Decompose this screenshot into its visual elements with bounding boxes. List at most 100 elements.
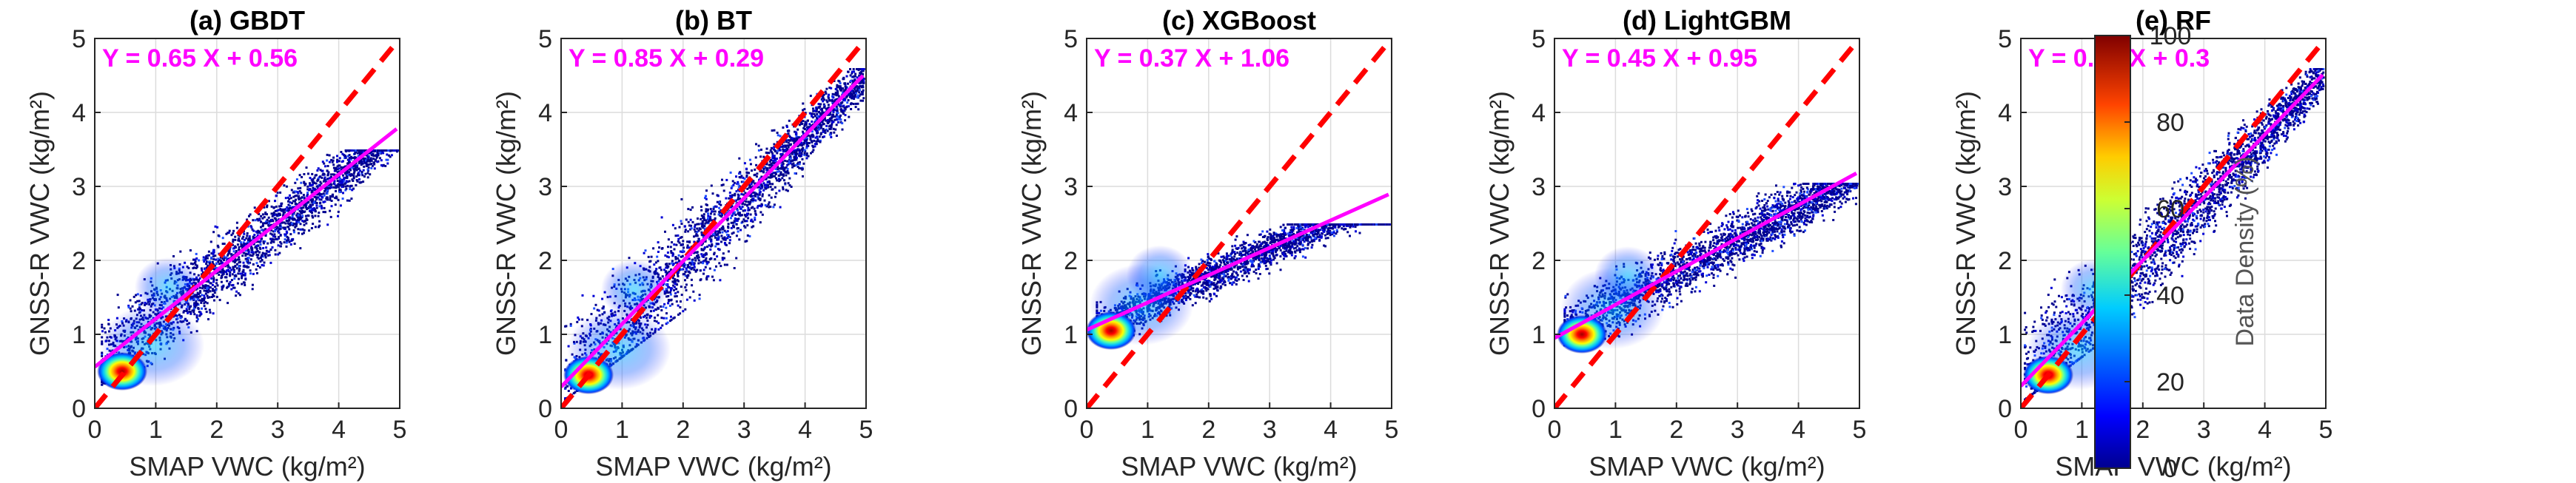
scatter-point <box>716 200 719 203</box>
scatter-point <box>369 159 372 162</box>
scatter-point <box>189 262 192 265</box>
scatter-point <box>682 273 685 276</box>
scatter-point <box>738 212 741 215</box>
scatter-point <box>793 140 796 143</box>
scatter-point <box>337 198 340 201</box>
scatter-point <box>673 243 676 246</box>
scatter-point <box>292 206 295 209</box>
scatter-point <box>395 149 398 152</box>
scatter-point <box>854 90 857 93</box>
scatter-point <box>200 267 203 270</box>
scatter-point <box>749 194 752 197</box>
scatter-point <box>129 299 132 302</box>
scatter-point <box>839 87 842 90</box>
scatter-point <box>687 264 690 266</box>
scatter-point <box>210 252 213 255</box>
scatter-point <box>332 195 335 198</box>
scatter-point <box>726 230 729 233</box>
scatter-point <box>816 117 819 120</box>
scatter-point <box>778 174 781 177</box>
scatter-point <box>674 280 677 283</box>
scatter-point <box>216 284 219 287</box>
scatter-point <box>357 167 360 170</box>
scatter-point <box>693 235 695 238</box>
scatter-point <box>289 233 292 236</box>
scatter-point <box>660 247 663 250</box>
scatter-point <box>661 324 664 327</box>
scatter-point <box>779 156 782 159</box>
scatter-point <box>839 108 842 111</box>
scatter-point <box>709 215 712 218</box>
scatter-point <box>739 229 742 232</box>
scatter-point <box>360 162 363 165</box>
scatter-point <box>311 172 314 175</box>
scatter-point <box>675 295 678 297</box>
scatter-point <box>288 240 291 243</box>
scatter-point <box>667 238 670 241</box>
scatter-point <box>777 149 779 152</box>
scatter-point <box>697 237 700 240</box>
scatter-point <box>349 175 352 178</box>
scatter-point <box>302 206 305 209</box>
scatter-point <box>696 223 699 226</box>
scatter-point <box>781 177 784 180</box>
scatter-point <box>386 158 389 161</box>
scatter-point <box>768 206 771 209</box>
scatter-point <box>295 178 298 181</box>
scatter-point <box>831 92 834 95</box>
scatter-point <box>773 155 776 158</box>
scatter-point <box>194 263 197 266</box>
scatter-point <box>323 200 326 203</box>
scatter-point <box>708 236 711 239</box>
scatter-point <box>227 266 229 268</box>
scatter-point <box>712 233 715 236</box>
scatter-point <box>199 311 202 314</box>
scatter-point <box>684 270 687 273</box>
scatter-point <box>226 280 229 283</box>
scatter-point <box>843 89 846 92</box>
scatter-point <box>310 183 313 186</box>
scatter-point <box>691 262 694 265</box>
scatter-point <box>238 246 241 249</box>
scatter-point <box>721 178 723 181</box>
scatter-point <box>332 163 335 166</box>
scatter-point <box>778 189 781 192</box>
scatter-point <box>781 153 784 156</box>
scatter-point <box>363 157 366 160</box>
scatter-point <box>859 73 862 75</box>
scatter-point <box>786 160 789 163</box>
scatter-point <box>297 228 300 231</box>
scatter-point <box>369 173 372 176</box>
scatter-point <box>301 211 303 214</box>
scatter-point <box>201 294 204 297</box>
scatter-point <box>301 215 304 217</box>
scatter-point <box>684 230 687 233</box>
scatter-point <box>357 149 360 152</box>
scatter-point <box>794 153 796 156</box>
scatter-point <box>777 178 780 180</box>
scatter-point <box>703 246 706 249</box>
scatter-point <box>255 268 258 271</box>
scatter-point <box>777 168 779 171</box>
scatter-point <box>278 232 281 234</box>
scatter-point <box>355 175 358 178</box>
scatter-point <box>356 180 359 183</box>
scatter-point <box>227 252 230 255</box>
scatter-point <box>844 114 847 117</box>
scatter-point <box>677 234 680 237</box>
scatter-point <box>707 222 710 225</box>
scatter-point <box>701 221 704 224</box>
scatter-point <box>229 274 232 277</box>
scatter-point <box>341 178 343 181</box>
scatter-point <box>198 259 200 262</box>
scatter-point <box>668 300 670 303</box>
scatter-point <box>722 225 725 228</box>
scatter-point <box>697 240 699 243</box>
scatter-point <box>383 149 386 152</box>
scatter-point <box>240 243 243 246</box>
scatter-point <box>238 265 241 268</box>
scatter-point <box>782 175 785 177</box>
scatter-point <box>738 206 741 208</box>
scatter-point <box>726 234 729 236</box>
scatter-point <box>234 235 237 238</box>
